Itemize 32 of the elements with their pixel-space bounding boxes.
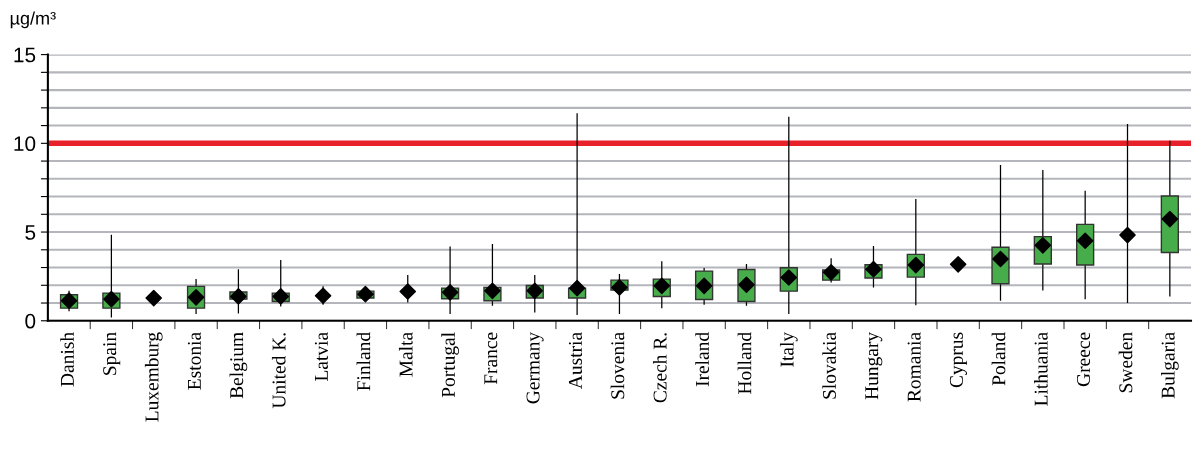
x-tick-label: Holland — [737, 332, 752, 394]
x-tick-label: Lithuania — [1034, 332, 1048, 406]
x-tick-label: Estonia — [187, 332, 201, 390]
x-tick-label: Slovakia — [822, 332, 837, 399]
x-tick-label: France — [484, 332, 498, 385]
x-tick-label: Portugal — [441, 332, 459, 398]
y-tick-label: 0 — [25, 313, 36, 329]
x-tick-label: Greece — [1076, 332, 1091, 387]
x-tick-label: Sweden — [1118, 332, 1133, 393]
y-tick-label: 15 — [14, 47, 36, 63]
x-tick-label: Romania — [907, 332, 921, 402]
x-tick-label: Italy — [779, 331, 798, 367]
x-tick-label: Austria — [568, 332, 582, 389]
x-tick-label: Slovenia — [610, 332, 625, 399]
x-tick-label: Czech R. — [652, 333, 667, 403]
x-tick-label: United K. — [271, 333, 286, 409]
x-tick-label: Belgium — [229, 332, 248, 399]
y-tick-label: 10 — [14, 136, 36, 152]
x-tick-label: Bulgaria — [1161, 332, 1179, 399]
x-tick-label: Danish — [60, 332, 74, 387]
x-tick-label: Malta — [398, 332, 413, 377]
y-tick-label: 5 — [25, 225, 36, 240]
x-tick-label: Cyprus — [949, 332, 967, 388]
x-tick-label: Germany — [526, 331, 544, 404]
x-tick-label: Spain — [103, 332, 121, 375]
x-tick-label: Hungary — [865, 331, 883, 400]
x-tick-label: Finland — [356, 332, 371, 391]
x-tick-label: Luxemburg — [144, 332, 163, 422]
x-tick-label: Poland — [991, 332, 1006, 386]
x-tick-label: Ireland — [695, 332, 709, 387]
y-axis-title: µg/m³ — [10, 11, 56, 29]
x-tick-label: Latvia — [314, 332, 328, 381]
